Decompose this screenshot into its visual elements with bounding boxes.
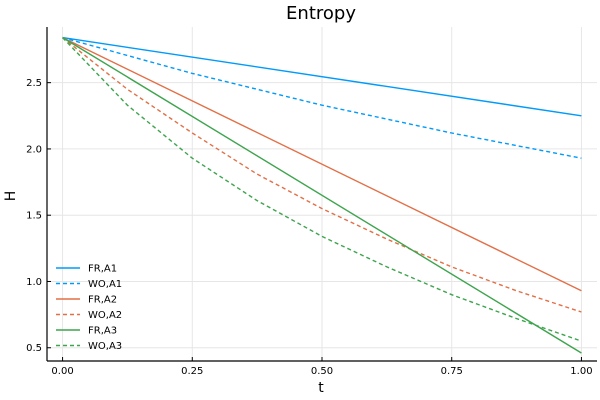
legend-label: WO,A3 bbox=[88, 341, 122, 352]
x-tick-label: 0.25 bbox=[181, 366, 203, 377]
y-tick-label: 1.0 bbox=[26, 277, 42, 288]
legend-label: WO,A1 bbox=[88, 279, 122, 290]
x-tick-label: 0.00 bbox=[51, 366, 73, 377]
x-tick-label: 0.75 bbox=[441, 366, 463, 377]
y-tick-label: 1.5 bbox=[26, 211, 42, 222]
legend-label: FR,A1 bbox=[88, 264, 117, 275]
y-axis-label: H bbox=[3, 191, 19, 202]
legend-label: FR,A2 bbox=[88, 295, 117, 306]
series-line-wo-a2 bbox=[62, 37, 582, 313]
y-tick-label: 2.5 bbox=[26, 78, 42, 89]
legend-label: WO,A2 bbox=[88, 310, 122, 321]
series-line-fr-a2 bbox=[62, 36, 582, 292]
y-tick-label: 0.5 bbox=[26, 343, 42, 354]
series-line-fr-a1 bbox=[62, 36, 582, 117]
grid bbox=[47, 27, 597, 361]
series-line-fr-a3 bbox=[62, 37, 582, 354]
x-tick-label: 1.00 bbox=[570, 366, 592, 377]
series-line-wo-a1 bbox=[62, 36, 582, 159]
y-tick-label: 2.0 bbox=[26, 144, 42, 155]
chart-title: Entropy bbox=[286, 3, 356, 24]
series-layer bbox=[62, 36, 582, 354]
legend: FR,A1 WO,A1 FR,A2 WO,A2 FR,A3 WO,A3 bbox=[56, 264, 122, 352]
x-axis-label: t bbox=[318, 380, 324, 396]
y-ticks: 0.5 1.0 1.5 2.0 2.5 bbox=[26, 78, 51, 354]
legend-label: FR,A3 bbox=[88, 326, 117, 337]
x-tick-label: 0.50 bbox=[311, 366, 333, 377]
x-ticks: 0.00 0.25 0.50 0.75 1.00 bbox=[51, 357, 593, 377]
series-line-wo-a3 bbox=[62, 37, 582, 342]
